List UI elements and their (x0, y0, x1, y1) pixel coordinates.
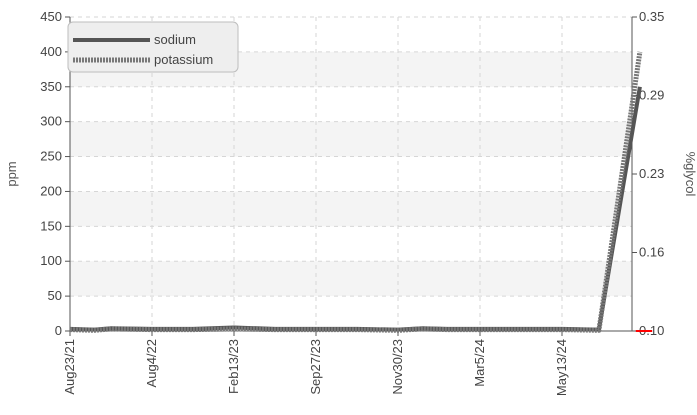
y-tick-label: 200 (40, 183, 62, 198)
y-tick-label: 100 (40, 253, 62, 268)
legend-label: potassium (154, 52, 213, 67)
y-tick-label: 250 (40, 149, 62, 164)
x-tick-label: May13/24 (554, 339, 569, 396)
plot-band (70, 261, 632, 297)
x-tick-label: Sep27/23 (308, 339, 323, 395)
y2-tick-label: 0.16 (639, 245, 664, 260)
legend[interactable]: sodium potassium (67, 21, 239, 73)
x-tick-label: Aug23/21 (62, 339, 77, 395)
y-tick-label: 400 (40, 44, 62, 59)
y-tick-label: 50 (48, 288, 62, 303)
x-tick-label: Aug4/22 (144, 339, 159, 387)
y2-axis-label: %glycol (683, 152, 697, 197)
y2-tick-label: 0.29 (639, 88, 664, 103)
x-axis: Aug23/21 Aug4/22 Feb13/23 Sep27/23 Nov30/23 M… (62, 331, 569, 396)
series-lines (69, 51, 653, 333)
plot-band (70, 191, 632, 227)
grid-lines (69, 16, 632, 331)
y-tick-label: 300 (40, 114, 62, 129)
legend-label: sodium (154, 32, 196, 47)
y-tick-label: 150 (40, 218, 62, 233)
y-tick-label: 350 (40, 79, 62, 94)
plot-band (70, 121, 632, 157)
y-axis-left: 0 50 100 150 200 250 300 350 400 450 (40, 9, 70, 338)
series-line-sodium (69, 86, 642, 332)
y-tick-label: 0 (55, 323, 62, 338)
x-tick-label: Feb13/23 (226, 339, 241, 394)
y2-tick-label: 0.35 (639, 9, 664, 24)
y2-tick-label: 0.23 (639, 166, 664, 181)
y-axis-right: 0.100.160.230.290.35 (632, 9, 664, 338)
x-tick-label: Mar5/24 (472, 339, 487, 387)
x-tick-label: Nov30/23 (390, 339, 405, 395)
y-tick-label: 450 (40, 9, 62, 24)
plot-bands (70, 51, 632, 297)
y-axis-label: ppm (4, 161, 19, 186)
